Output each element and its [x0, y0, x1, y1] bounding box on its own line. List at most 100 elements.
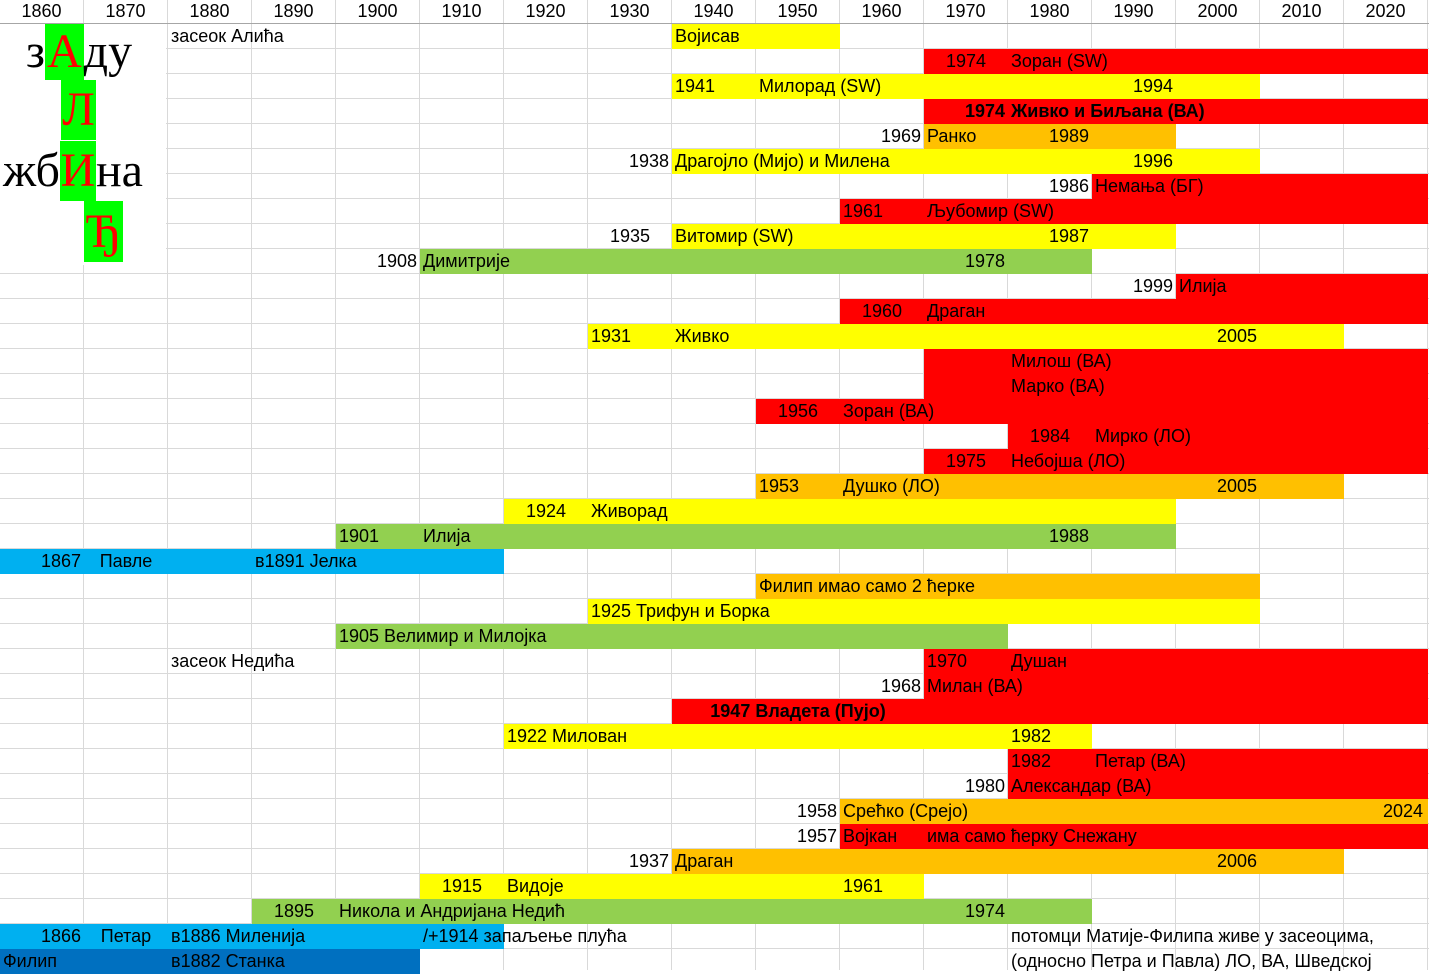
cell-text[interactable]: 1974: [924, 899, 1008, 924]
header-year-1880[interactable]: 1880: [168, 0, 252, 23]
timeline-bar-red[interactable]: [924, 349, 1428, 374]
cell-text[interactable]: (односно Петра и Павла) ЛО, ВА, Шведској: [1008, 949, 1372, 974]
cell-text[interactable]: 1961: [840, 874, 924, 899]
cell-text[interactable]: Драган: [672, 849, 756, 874]
cell-text[interactable]: 2005: [1176, 324, 1260, 349]
cell-text[interactable]: 1996: [1092, 149, 1176, 174]
cell-text[interactable]: в1886 Миленија: [168, 924, 305, 949]
timeline-bar-green[interactable]: [420, 249, 1092, 274]
cell-text[interactable]: 1924: [504, 499, 588, 524]
cell-text[interactable]: 1974: [924, 49, 1008, 74]
timeline-bar-orange[interactable]: [756, 574, 1260, 599]
cell-text[interactable]: 1941: [672, 74, 756, 99]
cell-text[interactable]: 1960: [840, 299, 924, 324]
timeline-bar-red[interactable]: [756, 399, 1428, 424]
header-year-1960[interactable]: 1960: [840, 0, 924, 23]
timeline-bar-yellow[interactable]: [672, 224, 1176, 249]
cell-text[interactable]: Војкан: [840, 824, 924, 849]
cell-text[interactable]: Зоран (SW): [1008, 49, 1108, 74]
cell-text[interactable]: 1866: [0, 924, 84, 949]
cell-text[interactable]: 1915: [420, 874, 504, 899]
timeline-bar-orange[interactable]: [756, 474, 1344, 499]
header-year-1950[interactable]: 1950: [756, 0, 840, 23]
timeline-bar-red[interactable]: [1176, 274, 1428, 299]
cell-text[interactable]: 1931: [588, 324, 672, 349]
cell-text[interactable]: 1961: [840, 199, 924, 224]
cell-text[interactable]: 1957: [756, 824, 840, 849]
cell-text[interactable]: Петар: [84, 924, 168, 949]
cell-text[interactable]: 1984: [1008, 424, 1092, 449]
cell-text[interactable]: Немања (БГ): [1092, 174, 1204, 199]
cell-text[interactable]: 1938: [588, 149, 672, 174]
cell-text[interactable]: Живорад: [588, 499, 672, 524]
timeline-bar-red[interactable]: [1008, 774, 1428, 799]
header-year-1940[interactable]: 1940: [672, 0, 756, 23]
cell-text[interactable]: 1974: [924, 99, 1008, 124]
timeline-bar-yellow[interactable]: [672, 149, 1260, 174]
header-year-1860[interactable]: 1860: [0, 0, 84, 23]
cell-text[interactable]: 1956: [756, 399, 840, 424]
header-year-1900[interactable]: 1900: [336, 0, 420, 23]
cell-text[interactable]: засеок Недића: [168, 649, 294, 674]
cell-text[interactable]: Александар (ВА): [1008, 774, 1151, 799]
timeline-bar-red[interactable]: [924, 49, 1428, 74]
cell-text[interactable]: Драгојло (Мијо) и Милена: [672, 149, 890, 174]
cell-text[interactable]: 2006: [1176, 849, 1260, 874]
cell-text[interactable]: 1980: [924, 774, 1008, 799]
header-year-1970[interactable]: 1970: [924, 0, 1008, 23]
cell-text[interactable]: Живко и Биљана (ВА): [1008, 99, 1205, 124]
timeline-bar-green[interactable]: [336, 524, 1176, 549]
timeline-bar-red[interactable]: [924, 674, 1428, 699]
cell-text[interactable]: Љубомир (SW): [924, 199, 1054, 224]
header-year-1890[interactable]: 1890: [252, 0, 336, 23]
cell-text[interactable]: Милош (ВА): [1008, 349, 1112, 374]
cell-text[interactable]: Мирко (ЛО): [1092, 424, 1191, 449]
timeline-bar-lightblue[interactable]: [0, 549, 504, 574]
cell-text[interactable]: Видоје: [504, 874, 588, 899]
cell-text[interactable]: Петар (ВА): [1092, 749, 1186, 774]
cell-text[interactable]: 1986: [1008, 174, 1092, 199]
cell-text[interactable]: Душко (ЛО): [840, 474, 940, 499]
cell-text[interactable]: 1982: [1008, 749, 1092, 774]
timeline-bar-green[interactable]: [336, 624, 1008, 649]
cell-text[interactable]: 1994: [1092, 74, 1176, 99]
cell-text[interactable]: Димитрије: [420, 249, 510, 274]
header-year-1920[interactable]: 1920: [504, 0, 588, 23]
timeline-bar-yellow[interactable]: [420, 874, 924, 899]
cell-text[interactable]: Милорад (SW): [756, 74, 881, 99]
cell-text[interactable]: 1925 Трифун и Борка: [588, 599, 770, 624]
cell-text[interactable]: 2024: [1344, 799, 1426, 824]
cell-text[interactable]: Срећко (Срејо): [840, 799, 968, 824]
cell-text[interactable]: в1891 Јелка: [252, 549, 357, 574]
cell-text[interactable]: Никола и Андријана Недић: [336, 899, 565, 924]
cell-text[interactable]: 1989: [1008, 124, 1092, 149]
timeline-bar-red[interactable]: [1008, 424, 1428, 449]
timeline-bar-yellow[interactable]: [672, 24, 840, 49]
cell-text[interactable]: Зоран (ВА): [840, 399, 934, 424]
cell-text[interactable]: 1999: [1092, 274, 1176, 299]
cell-text[interactable]: 1975: [924, 449, 1008, 474]
timeline-bar-red[interactable]: [924, 374, 1428, 399]
cell-text[interactable]: 1905 Велимир и Милојка: [336, 624, 547, 649]
cell-text[interactable]: 1988: [1008, 524, 1092, 549]
header-year-1930[interactable]: 1930: [588, 0, 672, 23]
timeline-bar-lightblue[interactable]: [0, 924, 504, 949]
cell-text[interactable]: Душан: [1008, 649, 1092, 674]
cell-text[interactable]: 1947 Владета (Пујо): [710, 699, 885, 724]
cell-text[interactable]: 1901: [336, 524, 420, 549]
cell-text[interactable]: Витомир (SW): [672, 224, 794, 249]
timeline-bar-red[interactable]: [924, 649, 1428, 674]
cell-text[interactable]: 1958: [756, 799, 840, 824]
timeline-bar-yellow[interactable]: [504, 499, 1176, 524]
header-year-2010[interactable]: 2010: [1260, 0, 1344, 23]
header-year-1990[interactable]: 1990: [1092, 0, 1176, 23]
cell-text[interactable]: 1969: [840, 124, 924, 149]
cell-text[interactable]: 1978: [924, 249, 1008, 274]
cell-text[interactable]: Илија: [420, 524, 504, 549]
header-year-2000[interactable]: 2000: [1176, 0, 1260, 23]
timeline-bar-red[interactable]: [924, 99, 1428, 124]
cell-text[interactable]: 1935: [588, 224, 672, 249]
timeline-bar-red[interactable]: [1092, 174, 1428, 199]
cell-text[interactable]: Небојша (ЛО): [1008, 449, 1125, 474]
timeline-bar-green[interactable]: [252, 899, 1092, 924]
